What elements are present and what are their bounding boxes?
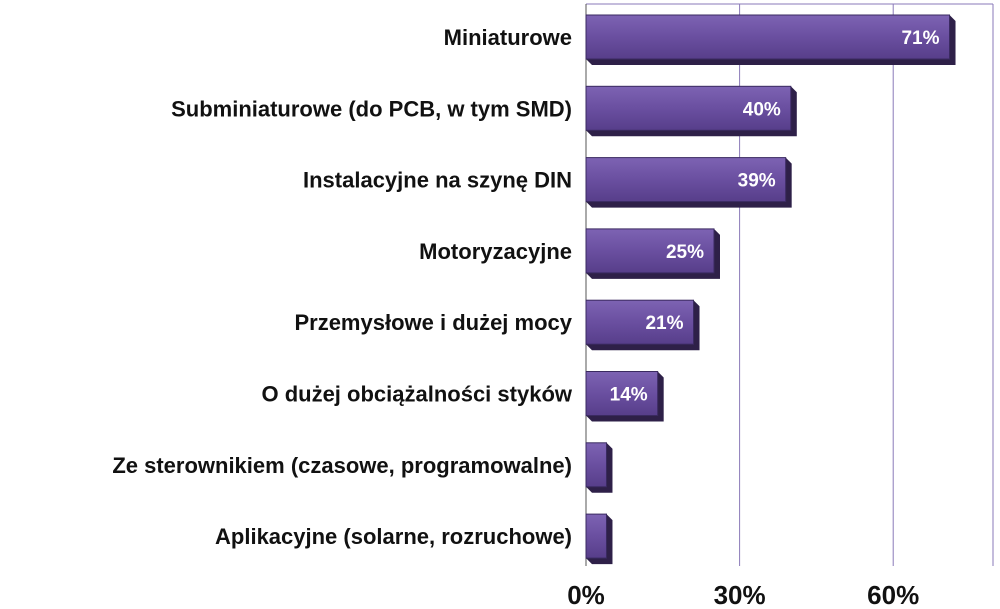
bar-value-label: 40%	[743, 99, 781, 120]
category-label: Miniaturowe	[444, 25, 572, 50]
bar	[585, 85, 792, 131]
category-label: Motoryzacyjne	[419, 239, 572, 264]
x-tick-label: 60%	[867, 580, 919, 609]
category-label: Subminiaturowe (do PCB, w tym SMD)	[171, 96, 572, 121]
bar-shadow	[586, 157, 792, 208]
bar	[585, 228, 715, 274]
bar-value-label: 71%	[901, 28, 939, 49]
bar-shadow	[586, 514, 613, 565]
bar-shadow	[586, 15, 956, 65]
bars-layer	[585, 14, 956, 565]
bar	[585, 371, 659, 416]
bar	[585, 513, 607, 559]
bar-shadow	[586, 300, 700, 351]
bar	[585, 299, 695, 345]
bar	[585, 14, 951, 60]
bar-shadow	[586, 371, 664, 422]
category-label: Aplikacyjne (solarne, rozruchowe)	[215, 524, 572, 549]
bar-shadow	[586, 86, 797, 137]
bar-value-label: 21%	[645, 313, 683, 334]
category-label: Przemysłowe i dużej mocy	[294, 310, 572, 335]
x-axis-ticks: 0% 30% 60%	[567, 580, 919, 609]
labels-layer: 71% Miniaturowe 40% Subminiaturowe (do PCB,…	[112, 25, 939, 549]
category-label: Instalacyjne na szynę DIN	[303, 168, 572, 193]
bar-value-label: 39%	[738, 171, 776, 192]
bar-shadow	[586, 228, 720, 279]
bar	[585, 157, 787, 203]
bar-value-label: 14%	[610, 385, 648, 406]
category-label: O dużej obciążalności styków	[261, 382, 572, 407]
bar-shadow	[586, 442, 613, 493]
bar	[585, 442, 607, 488]
category-label: Ze sterownikiem (czasowe, programowalne)	[112, 453, 572, 478]
x-tick-label: 0%	[567, 580, 605, 609]
bar-value-label: 25%	[666, 242, 704, 263]
x-tick-label: 30%	[714, 580, 766, 609]
